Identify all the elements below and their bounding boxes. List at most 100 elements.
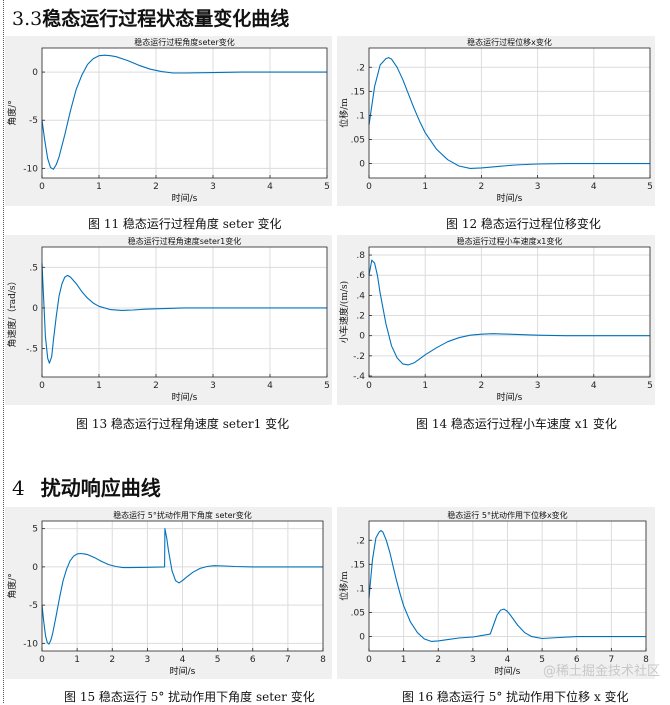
- x-axis-label: 时间/s: [497, 192, 523, 204]
- x-tick-label: 1: [74, 655, 80, 665]
- x-axis-label: 时间/s: [495, 665, 521, 677]
- chart-panel-11: 0 1 2 3 4 5 -10 -5 0 稳态运行过程角度seter变化 时间/s 角度/°: [5, 36, 332, 206]
- x-tick-label: 4: [591, 381, 597, 391]
- plot-area: [369, 247, 650, 377]
- watermark: @稀土掘金技术社区: [542, 664, 660, 679]
- x-tick-label: 1: [96, 182, 102, 192]
- chart-title: 稳态运行过程小车速度x1变化: [457, 236, 563, 246]
- series-line: [368, 57, 650, 169]
- chart-title: 稳态运行过程角速度seter1变化: [128, 236, 242, 246]
- y-tick-label: -.4: [353, 372, 365, 382]
- y-tick-label: .2: [356, 63, 365, 73]
- figure-caption-11: 图 11 稳态运行过程角度 seter 变化: [88, 217, 282, 231]
- y-tick-label: .1: [356, 584, 365, 594]
- series-line: [368, 530, 646, 642]
- x-tick-label: 1: [96, 381, 102, 391]
- x-tick-label: 2: [153, 182, 159, 192]
- x-tick-label: 6: [250, 655, 256, 665]
- figure-caption-13: 图 13 稳态运行过程角速度 seter1 变化: [76, 417, 290, 431]
- y-axis-label: 位移/m: [338, 98, 350, 128]
- y-tick-label: .05: [351, 608, 365, 618]
- x-tick-label: 0: [366, 655, 372, 665]
- x-tick-label: 0: [39, 655, 45, 665]
- x-tick-label: 0: [39, 381, 45, 391]
- left-margin-rule: [3, 0, 4, 703]
- x-tick-label: 8: [643, 655, 649, 665]
- x-tick-label: 4: [180, 655, 186, 665]
- chart-disturbance-angle: 0 1 2 3 4 5 6 7 8 -10 -5 0 5 稳态运行 5°扰动作用下角度 seter变化时间…: [5, 507, 332, 679]
- y-tick-label: .15: [351, 560, 365, 570]
- y-axis-label: 位移/m: [338, 571, 350, 601]
- x-tick-label: 2: [479, 182, 485, 192]
- x-tick-label: 5: [215, 655, 221, 665]
- x-tick-label: 5: [647, 381, 653, 391]
- series-line: [41, 528, 323, 645]
- x-tick-label: 2: [435, 655, 441, 665]
- y-tick-label: -10: [23, 639, 38, 649]
- x-tick-label: 4: [267, 182, 273, 192]
- x-tick-label: 4: [591, 182, 597, 192]
- x-tick-label: 2: [479, 381, 485, 391]
- plot-frame: [368, 47, 651, 179]
- x-tick-label: 2: [109, 655, 115, 665]
- y-tick-label: -10: [23, 164, 38, 174]
- y-tick-label: .05: [351, 135, 365, 145]
- figure-caption-14: 图 14 稳态运行过程小车速度 x1 变化: [416, 417, 617, 431]
- y-tick-label: .8: [356, 251, 365, 261]
- x-tick-label: 1: [422, 381, 428, 391]
- x-tick-label: 0: [39, 182, 45, 192]
- y-axis-label: 角度/°: [6, 573, 18, 599]
- section-title: 扰动响应曲线: [40, 476, 161, 500]
- y-axis-label: 角度/°: [6, 100, 18, 126]
- x-tick-label: 7: [285, 655, 291, 665]
- series-line: [41, 54, 327, 170]
- y-tick-label: -.2: [353, 352, 365, 362]
- y-tick-label: 0: [359, 633, 365, 643]
- figure-caption-16: 图 16 稳态运行 5° 扰动作用下位移 x 变化: [402, 690, 629, 704]
- x-axis-label: 时间/s: [497, 391, 523, 403]
- x-tick-label: 0: [366, 182, 372, 192]
- plot-area: [42, 48, 327, 178]
- x-axis-label: 时间/s: [172, 192, 198, 204]
- x-tick-label: 3: [470, 655, 476, 665]
- y-tick-label: 0: [32, 304, 38, 314]
- y-tick-label: .1: [356, 111, 365, 121]
- x-tick-label: 5: [324, 182, 330, 192]
- series-line: [41, 263, 327, 364]
- x-tick-label: 8: [320, 655, 326, 665]
- chart-title: 稳态运行过程角度seter变化: [134, 37, 234, 47]
- y-tick-label: .2: [356, 536, 365, 546]
- chart-panel-12: 0 1 2 3 4 5 0 .05 .1 .15 .2 稳态运行过程位移x变化 时间/s 位移/m: [337, 36, 655, 206]
- y-tick-label: 0: [359, 332, 365, 342]
- x-tick-label: 0: [366, 381, 372, 391]
- chart-title: 稳态运行过程位移x变化: [467, 37, 552, 47]
- figure-caption-15: 图 15 稳态运行 5° 扰动作用下角度 seter 变化: [64, 690, 315, 704]
- section-number: 4: [12, 476, 25, 500]
- x-tick-label: 5: [324, 381, 330, 391]
- x-tick-label: 3: [210, 182, 216, 192]
- x-tick-label: 2: [153, 381, 159, 391]
- y-tick-label: .6: [356, 271, 365, 281]
- x-tick-label: 5: [539, 655, 545, 665]
- y-axis-label: 小车速度/(m/s): [338, 281, 350, 343]
- section-heading-3-3: 3.3稳态运行过程状态量变化曲线: [12, 4, 289, 31]
- x-tick-label: 3: [535, 381, 541, 391]
- x-tick-label: 5: [647, 182, 653, 192]
- y-tick-label: -5: [29, 601, 38, 611]
- chart-title: 稳态运行 5°扰动作用下位移x变化: [447, 510, 567, 520]
- section-number: 3.3: [12, 8, 43, 30]
- section-heading-4: 4 扰动响应曲线: [12, 472, 161, 501]
- chart-panel-15: 0 1 2 3 4 5 6 7 8 -10 -5 0 5 稳态运行 5°扰动作用下角度 seter变化 时间…: [5, 507, 332, 679]
- x-tick-label: 3: [535, 182, 541, 192]
- x-tick-label: 3: [210, 381, 216, 391]
- x-tick-label: 1: [401, 655, 407, 665]
- y-tick-label: .2: [356, 312, 365, 322]
- y-tick-label: -5: [29, 116, 38, 126]
- plot-area: [42, 247, 327, 377]
- x-tick-label: 1: [422, 182, 428, 192]
- y-tick-label: 0: [359, 160, 365, 170]
- section-title: 稳态运行过程状态量变化曲线: [42, 8, 290, 30]
